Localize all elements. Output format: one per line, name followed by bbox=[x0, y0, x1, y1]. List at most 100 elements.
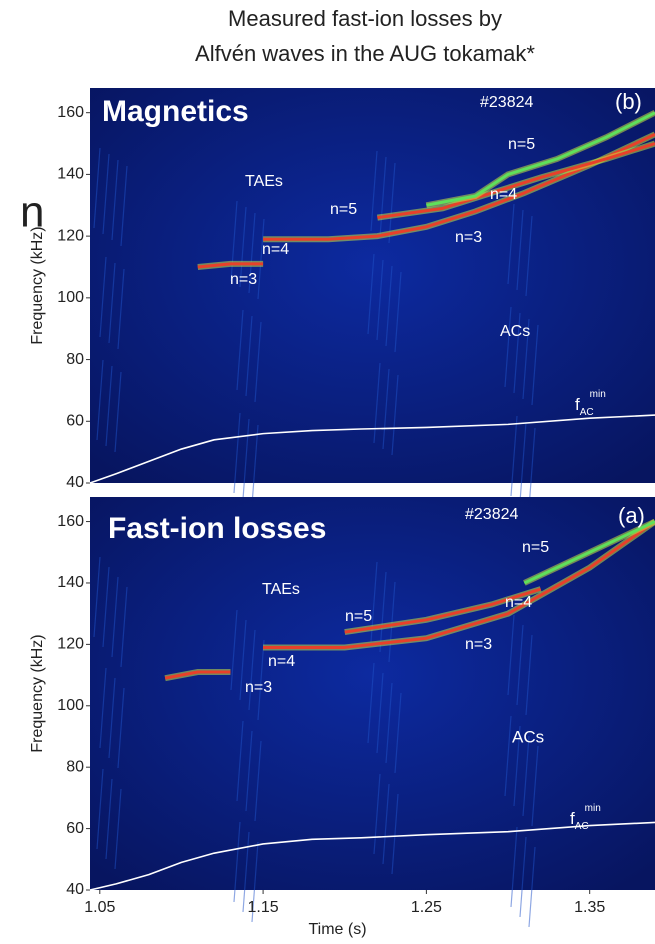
noise-streak bbox=[108, 262, 116, 344]
noise-streak bbox=[379, 156, 387, 238]
noise-streak bbox=[382, 783, 390, 865]
noise-streak bbox=[394, 692, 402, 774]
y-tick-label: 120 bbox=[57, 636, 84, 653]
noise-streak bbox=[507, 614, 515, 696]
noise-streak bbox=[233, 821, 241, 903]
noise-streak bbox=[382, 368, 390, 450]
noise-streak bbox=[230, 200, 238, 282]
trace bbox=[426, 111, 655, 207]
noise-streak bbox=[248, 212, 256, 294]
trace bbox=[89, 414, 655, 484]
annotation: Fast-ion losses bbox=[108, 512, 326, 545]
annotation: n=5 bbox=[345, 608, 372, 625]
annotation: n=5 bbox=[508, 136, 535, 153]
noise-streak bbox=[105, 778, 113, 860]
noise-streak bbox=[242, 418, 250, 500]
noise-streak bbox=[257, 218, 265, 300]
y-tick-label: 80 bbox=[66, 351, 84, 368]
noise-streak bbox=[102, 153, 110, 235]
trace bbox=[89, 821, 655, 891]
annotation: n=3 bbox=[245, 679, 272, 696]
noise-streak bbox=[111, 576, 119, 658]
y-tick-label: 100 bbox=[57, 289, 84, 306]
chart-title: Alfvén waves in the AUG tokamak* bbox=[195, 41, 535, 66]
annotation-main: f bbox=[575, 395, 580, 414]
noise-streak bbox=[242, 831, 250, 913]
annotation: ACs bbox=[512, 727, 544, 746]
noise-streak bbox=[114, 788, 122, 870]
spectrogram-background bbox=[90, 88, 655, 483]
noise-streak bbox=[376, 672, 384, 754]
annotation: fAC min bbox=[570, 803, 601, 832]
annotation-sup: min bbox=[590, 389, 606, 400]
noise-streak bbox=[510, 415, 518, 497]
noise-streak bbox=[525, 215, 533, 297]
noise-streak bbox=[254, 740, 262, 822]
noise-streak bbox=[373, 773, 381, 855]
noise-streak bbox=[531, 745, 539, 827]
annotation: n=5 bbox=[330, 201, 357, 218]
noise-streak bbox=[102, 566, 110, 648]
noise-streak bbox=[531, 324, 539, 406]
annotation-sub: AC bbox=[580, 407, 594, 418]
noise-streak bbox=[513, 312, 521, 394]
noise-streak bbox=[519, 836, 527, 918]
noise-streak bbox=[522, 318, 530, 400]
y-axis-label: Frequency (kHz) bbox=[29, 634, 46, 752]
noise-streak bbox=[93, 147, 101, 229]
noise-streak bbox=[391, 793, 399, 875]
x-tick-label: 1.05 bbox=[84, 899, 115, 916]
noise-streak bbox=[525, 634, 533, 716]
noise-streak bbox=[376, 259, 384, 341]
y-axis-label: Frequency (kHz) bbox=[29, 226, 46, 344]
noise-streak bbox=[394, 271, 402, 353]
y-tick-label: 40 bbox=[66, 881, 84, 898]
noise-streak bbox=[254, 321, 262, 403]
annotation: (a) bbox=[618, 503, 645, 528]
noise-streak bbox=[93, 556, 101, 638]
noise-streak bbox=[373, 362, 381, 444]
annotation: n=4 bbox=[490, 186, 517, 203]
y-tick-label: 100 bbox=[57, 697, 84, 714]
y-tick-label: 80 bbox=[66, 758, 84, 775]
noise-streak bbox=[385, 682, 393, 764]
annotation: n=4 bbox=[505, 594, 532, 611]
noise-streak bbox=[379, 571, 387, 653]
noise-streak bbox=[385, 265, 393, 347]
annotation: n=3 bbox=[455, 229, 482, 246]
annotation-sup: min bbox=[585, 803, 601, 814]
noise-streak bbox=[96, 768, 104, 850]
noise-streak bbox=[510, 826, 518, 908]
annotation: #23824 bbox=[480, 94, 533, 111]
x-axis-label: Time (s) bbox=[308, 921, 366, 938]
annotation: n=4 bbox=[268, 653, 295, 670]
annotation: (b) bbox=[615, 89, 642, 114]
noise-streak bbox=[507, 203, 515, 285]
noise-streak bbox=[239, 619, 247, 701]
x-tick-label: 1.25 bbox=[411, 899, 442, 916]
noise-streak bbox=[367, 662, 375, 744]
annotation: ACs bbox=[500, 323, 530, 340]
annotation-sub: AC bbox=[575, 821, 589, 832]
annotation: fAC min bbox=[575, 389, 606, 418]
noise-streak bbox=[233, 412, 241, 494]
annotation: Magnetics bbox=[102, 95, 249, 128]
y-tick-label: 140 bbox=[57, 574, 84, 591]
chart-title: Measured fast-ion losses by bbox=[228, 6, 502, 31]
annotation: #23824 bbox=[465, 506, 518, 523]
noise-streak bbox=[504, 306, 512, 388]
noise-streak bbox=[528, 846, 536, 928]
noise-streak bbox=[367, 253, 375, 335]
noise-streak bbox=[99, 667, 107, 749]
noise-streak bbox=[236, 309, 244, 391]
noise-streak bbox=[120, 165, 128, 247]
annotation-main: f bbox=[570, 809, 575, 828]
noise-streak bbox=[236, 720, 244, 802]
noise-streak bbox=[516, 624, 524, 706]
noise-streak bbox=[528, 427, 536, 509]
x-tick-label: 1.35 bbox=[574, 899, 605, 916]
noise-streak bbox=[370, 150, 378, 232]
annotation: n=5 bbox=[522, 539, 549, 556]
trace bbox=[377, 142, 655, 220]
noise-streak bbox=[391, 374, 399, 456]
